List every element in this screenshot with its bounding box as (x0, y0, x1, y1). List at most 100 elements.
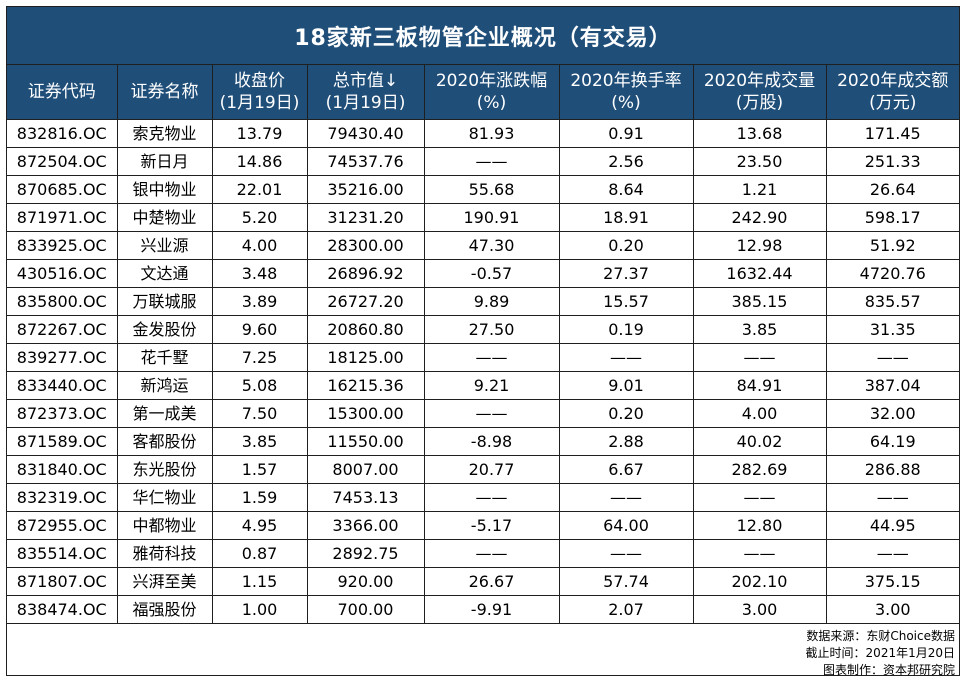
cell-turnover: 0.91 (558, 119, 694, 148)
cell-name: 花千墅 (116, 343, 213, 372)
cell-change: 81.93 (423, 119, 560, 148)
cell-amount: 171.45 (825, 119, 959, 148)
cell-turnover: —— (558, 343, 694, 372)
cell-name: 兴湃至美 (116, 567, 213, 596)
cell-amount: —— (825, 483, 959, 512)
cell-code: 872955.OC (7, 511, 118, 540)
table-row: 872373.OC 第一成美 7.50 15300.00 —— 0.20 4.00 32.00 (7, 399, 959, 428)
cell-code: 870685.OC (7, 175, 118, 204)
cell-amount: —— (825, 343, 959, 372)
cell-close-price: 3.85 (211, 427, 308, 456)
header-volume: 2020年成交量 (万股) (692, 65, 827, 120)
header-close-price: 收盘价 (1月19日) (211, 65, 308, 120)
cell-market-cap: 35216.00 (306, 175, 425, 204)
cell-market-cap: 79430.40 (306, 119, 425, 148)
cell-amount: 32.00 (825, 399, 959, 428)
cell-name: 金发股份 (116, 315, 213, 344)
cell-change: —— (423, 539, 560, 568)
footer-cutoff: 截止时间：2021年1月20日 (805, 646, 955, 660)
table-row: 430516.OC 文达通 3.48 26896.92 -0.57 27.37 1632.4… (7, 259, 959, 288)
table-row: 871807.OC 兴湃至美 1.15 920.00 26.67 57.74 202.10 3… (7, 567, 959, 596)
cell-close-price: 22.01 (211, 175, 308, 204)
table-frame: 18家新三板物管企业概况（有交易） 证券代码 证券名称 收盘价 (1月19日) 总… (6, 6, 960, 679)
cell-name: 中楚物业 (116, 203, 213, 232)
cell-change: 55.68 (423, 175, 560, 204)
cell-change: 9.21 (423, 371, 560, 400)
cell-amount: 835.57 (825, 287, 959, 316)
cell-turnover: 8.64 (558, 175, 694, 204)
cell-volume: 4.00 (692, 399, 827, 428)
table-row: 871589.OC 客都股份 3.85 11550.00 -8.98 2.88 40.02 6… (7, 427, 959, 456)
cell-amount: 44.95 (825, 511, 959, 540)
header-amount: 2020年成交额 (万元) (825, 65, 959, 120)
cell-market-cap: 28300.00 (306, 231, 425, 260)
header-row: 证券代码 证券名称 收盘价 (1月19日) 总市值↓ (1月19日) 2020年涨跌… (7, 65, 959, 120)
cell-code: 872504.OC (7, 147, 118, 176)
cell-change: 47.30 (423, 231, 560, 260)
table-row: 870685.OC 银中物业 22.01 35216.00 55.68 8.64 1.21 2… (7, 175, 959, 204)
cell-volume: 40.02 (692, 427, 827, 456)
cell-close-price: 1.00 (211, 595, 308, 624)
table-title: 18家新三板物管企业概况（有交易） (7, 7, 959, 65)
header-market-cap: 总市值↓ (1月19日) (306, 65, 425, 120)
cell-amount: 4720.76 (825, 259, 959, 288)
table-row: 838474.OC 福强股份 1.00 700.00 -9.91 2.07 3.00 3.00 (7, 595, 959, 624)
cell-name: 福强股份 (116, 595, 213, 624)
header-code: 证券代码 (7, 65, 118, 120)
cell-code: 831840.OC (7, 455, 118, 484)
cell-volume: 3.00 (692, 595, 827, 624)
table-row: 839277.OC 花千墅 7.25 18125.00 —— —— —— —— (7, 343, 959, 372)
cell-market-cap: 20860.80 (306, 315, 425, 344)
cell-close-price: 0.87 (211, 539, 308, 568)
table-row: 872267.OC 金发股份 9.60 20860.80 27.50 0.19 3.85 31… (7, 315, 959, 344)
table-row: 832816.OC 索克物业 13.79 79430.40 81.93 0.91 13.68… (7, 119, 959, 148)
cell-amount: 26.64 (825, 175, 959, 204)
cell-code: 832319.OC (7, 483, 118, 512)
footer-maker: 图表制作：资本邦研究院 (822, 663, 955, 677)
cell-volume: 242.90 (692, 203, 827, 232)
cell-code: 839277.OC (7, 343, 118, 372)
cell-code: 871807.OC (7, 567, 118, 596)
cell-market-cap: 700.00 (306, 595, 425, 624)
cell-volume: 12.80 (692, 511, 827, 540)
cell-change: 20.77 (423, 455, 560, 484)
table-row: 835514.OC 雅荷科技 0.87 2892.75 —— —— —— —— (7, 539, 959, 568)
table-footer: 数据来源：东财Choice数据 截止时间：2021年1月20日 图表制作：资本邦… (7, 624, 959, 679)
cell-market-cap: 8007.00 (306, 455, 425, 484)
cell-turnover: 18.91 (558, 203, 694, 232)
cell-volume: —— (692, 539, 827, 568)
cell-volume: 202.10 (692, 567, 827, 596)
cell-turnover: 0.19 (558, 315, 694, 344)
cell-change: 26.67 (423, 567, 560, 596)
table-row: 871971.OC 中楚物业 5.20 31231.20 190.91 18.91 242.… (7, 203, 959, 232)
cell-close-price: 4.95 (211, 511, 308, 540)
cell-turnover: —— (558, 539, 694, 568)
cell-volume: 12.98 (692, 231, 827, 260)
cell-amount: 51.92 (825, 231, 959, 260)
table-row: 833925.OC 兴业源 4.00 28300.00 47.30 0.20 12.98 51… (7, 231, 959, 260)
cell-volume: 23.50 (692, 147, 827, 176)
cell-name: 新日月 (116, 147, 213, 176)
cell-amount: 387.04 (825, 371, 959, 400)
cell-turnover: 15.57 (558, 287, 694, 316)
cell-market-cap: 15300.00 (306, 399, 425, 428)
cell-name: 兴业源 (116, 231, 213, 260)
cell-market-cap: 26896.92 (306, 259, 425, 288)
cell-change: —— (423, 399, 560, 428)
cell-market-cap: 3366.00 (306, 511, 425, 540)
cell-code: 833925.OC (7, 231, 118, 260)
cell-turnover: 2.88 (558, 427, 694, 456)
cell-market-cap: 7453.13 (306, 483, 425, 512)
cell-turnover: 9.01 (558, 371, 694, 400)
cell-volume: 3.85 (692, 315, 827, 344)
footer-source: 数据来源：东财Choice数据 (806, 629, 955, 643)
cell-change: -8.98 (423, 427, 560, 456)
cell-turnover: 0.20 (558, 231, 694, 260)
cell-name: 第一成美 (116, 399, 213, 428)
cell-amount: 3.00 (825, 595, 959, 624)
cell-name: 万联城服 (116, 287, 213, 316)
cell-code: 838474.OC (7, 595, 118, 624)
cell-close-price: 4.00 (211, 231, 308, 260)
cell-amount: —— (825, 539, 959, 568)
cell-name: 东光股份 (116, 455, 213, 484)
